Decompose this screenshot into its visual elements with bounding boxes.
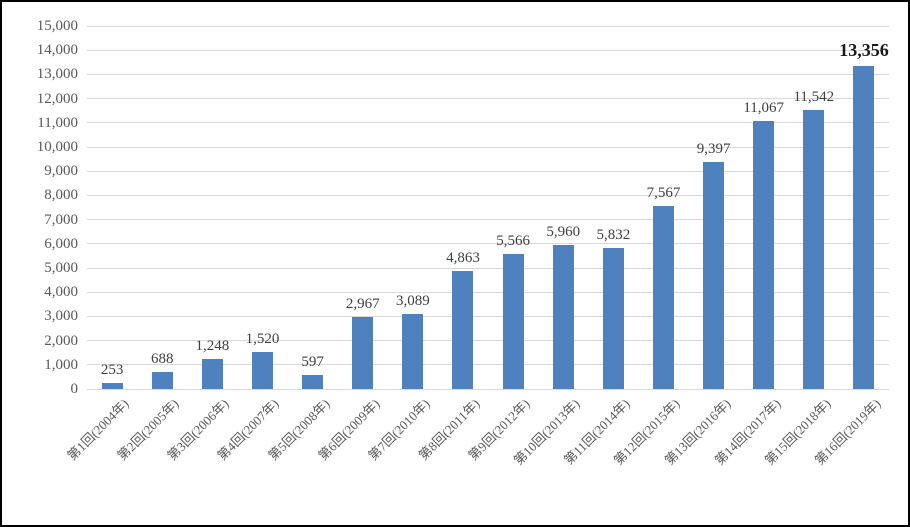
gridline — [87, 25, 889, 27]
gridline — [87, 146, 889, 148]
x-axis-category-label: 第10回(2013年) — [510, 396, 583, 468]
bar — [803, 109, 825, 389]
gridline — [87, 98, 889, 100]
bar — [853, 65, 875, 389]
bar — [402, 314, 424, 389]
x-axis-category-label: 第5回(2008年) — [264, 396, 333, 464]
bar — [302, 374, 324, 389]
bar-value-label: 5,566 — [496, 233, 530, 250]
y-axis-tick-label: 3,000 — [44, 308, 78, 325]
gridline — [87, 73, 889, 75]
bar-value-label: 688 — [150, 351, 174, 368]
x-axis-category-label: 第11回(2014年) — [561, 396, 633, 468]
x-axis-category-label: 第14回(2017年) — [711, 396, 784, 468]
bar — [251, 352, 273, 389]
y-axis-tick-label: 2,000 — [44, 332, 78, 349]
x-axis-category-label: 第7回(2010年) — [365, 396, 433, 464]
gridline — [87, 170, 889, 172]
bar — [652, 205, 674, 389]
y-axis-tick-label: 7,000 — [44, 211, 78, 228]
bar — [703, 161, 725, 389]
bar — [452, 271, 474, 389]
y-axis-tick-label: 14,000 — [36, 42, 78, 59]
gridline — [87, 267, 889, 269]
x-axis-category-label: 第8回(2011年) — [415, 396, 483, 463]
bar-value-label: 4,863 — [446, 250, 480, 267]
bar — [101, 382, 123, 389]
bar-value-label: 9,397 — [696, 140, 731, 157]
y-axis-tick-label: 12,000 — [36, 90, 78, 107]
gridline — [87, 194, 889, 196]
bar-value-label: 253 — [100, 361, 124, 378]
bar-value-label: 11,542 — [793, 88, 835, 105]
y-axis-tick-label: 11,000 — [37, 114, 78, 131]
y-axis-tick-label: 9,000 — [44, 163, 78, 180]
x-axis-category-label: 第6回(2009年) — [314, 396, 383, 464]
bar-value-label: 1,520 — [245, 331, 280, 348]
x-axis-category-label: 第9回(2012年) — [465, 396, 533, 464]
gridline — [87, 364, 889, 366]
gridline — [87, 49, 889, 51]
x-axis-category-label: 第15回(2018年) — [761, 396, 834, 468]
y-axis-tick-label: 6,000 — [44, 235, 78, 252]
gridline — [87, 388, 889, 390]
bar-value-label: 13,356 — [839, 39, 889, 60]
bar — [352, 317, 374, 389]
y-axis-tick-label: 5,000 — [44, 260, 78, 276]
x-axis-category-label: 第3回(2006年) — [164, 396, 232, 464]
bar-value-label: 7,567 — [646, 184, 681, 201]
bar-value-label: 5,960 — [546, 223, 581, 240]
bar-value-label: 11,067 — [743, 100, 785, 117]
bar-value-label: 597 — [301, 353, 324, 370]
x-axis-category-label: 第1回(2004年) — [64, 396, 132, 464]
gridline — [87, 243, 889, 245]
bar — [151, 372, 173, 389]
y-axis-tick-label: 13,000 — [36, 66, 78, 83]
x-axis-category-label: 第2回(2005年) — [114, 396, 182, 464]
y-axis-tick-label: 4,000 — [44, 284, 78, 301]
x-axis-category-label: 第16回(2019年) — [811, 396, 884, 468]
gridline — [87, 219, 889, 221]
bar — [753, 121, 775, 389]
y-axis-tick-label: 15,000 — [36, 18, 78, 34]
gridline — [87, 340, 889, 342]
y-axis-tick-label: 8,000 — [44, 187, 78, 204]
gridline — [87, 122, 889, 124]
bar-value-label: 2,967 — [345, 296, 380, 313]
bar — [502, 254, 524, 389]
bar — [552, 244, 574, 389]
y-axis-tick-label: 10,000 — [36, 139, 78, 155]
bar — [201, 358, 223, 389]
gridline — [87, 315, 889, 317]
y-axis-tick-label: 0 — [70, 381, 79, 397]
bar-value-label: 5,832 — [596, 226, 631, 243]
y-axis-tick-label: 1,000 — [44, 356, 78, 373]
bar-value-label: 1,248 — [195, 337, 230, 354]
bar-value-label: 3,089 — [395, 293, 430, 310]
gridline — [87, 291, 889, 293]
x-axis-category-label: 第4回(2007年) — [214, 396, 283, 464]
x-axis-category-label: 第13回(2016年) — [661, 396, 734, 468]
x-axis-category-label: 第12回(2015年) — [611, 396, 684, 468]
bar — [602, 247, 624, 389]
